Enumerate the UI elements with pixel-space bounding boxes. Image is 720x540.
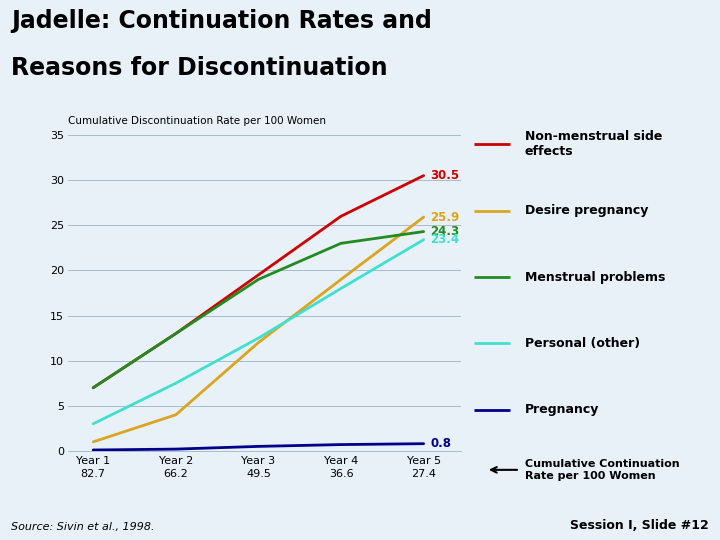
Text: Reasons for Discontinuation: Reasons for Discontinuation — [11, 56, 387, 80]
Text: Pregnancy: Pregnancy — [525, 403, 599, 416]
Text: Non-menstrual side
effects: Non-menstrual side effects — [525, 131, 662, 158]
Text: Cumulative Discontinuation Rate per 100 Women: Cumulative Discontinuation Rate per 100 … — [68, 116, 326, 125]
Text: 30.5: 30.5 — [431, 169, 459, 182]
Text: 23.4: 23.4 — [431, 233, 459, 246]
Text: Session I, Slide #12: Session I, Slide #12 — [570, 519, 709, 532]
Text: 24.3: 24.3 — [431, 225, 459, 238]
Text: 25.9: 25.9 — [431, 211, 459, 224]
Text: Menstrual problems: Menstrual problems — [525, 271, 665, 284]
Text: Cumulative Continuation
Rate per 100 Women: Cumulative Continuation Rate per 100 Wom… — [525, 459, 679, 481]
Text: Source: Sivin et al., 1998.: Source: Sivin et al., 1998. — [11, 522, 154, 532]
Text: 0.8: 0.8 — [431, 437, 451, 450]
Text: Jadelle: Continuation Rates and: Jadelle: Continuation Rates and — [11, 9, 432, 32]
Text: Desire pregnancy: Desire pregnancy — [525, 204, 648, 217]
Text: Personal (other): Personal (other) — [525, 337, 640, 350]
